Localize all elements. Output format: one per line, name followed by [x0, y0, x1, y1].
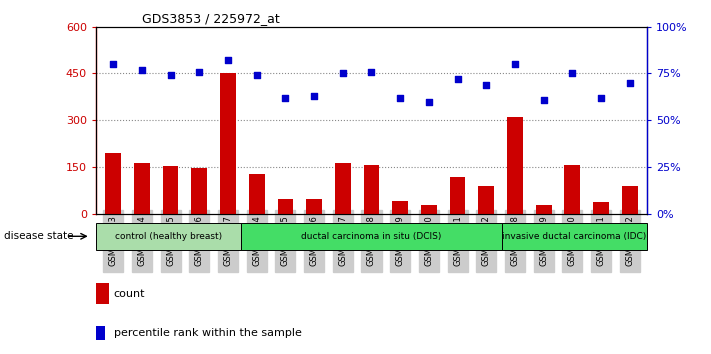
- Point: [624, 80, 636, 86]
- Bar: [363, 165, 380, 214]
- Text: invasive ductal carcinoma (IDC): invasive ductal carcinoma (IDC): [503, 232, 646, 241]
- Text: disease state: disease state: [4, 231, 73, 241]
- Point: [107, 61, 119, 67]
- Point: [452, 76, 464, 82]
- Point: [193, 69, 205, 74]
- Bar: [163, 166, 178, 214]
- Text: GDS3853 / 225972_at: GDS3853 / 225972_at: [142, 12, 280, 25]
- Bar: [220, 73, 236, 214]
- Bar: [502, 223, 647, 250]
- Point: [365, 69, 377, 74]
- Bar: [392, 201, 408, 214]
- Point: [251, 73, 262, 78]
- Bar: [306, 199, 322, 214]
- Bar: [241, 223, 502, 250]
- Point: [509, 61, 520, 67]
- Point: [595, 95, 606, 101]
- Point: [337, 70, 348, 76]
- Bar: [449, 177, 466, 214]
- Bar: [507, 117, 523, 214]
- Bar: [479, 186, 494, 214]
- Point: [481, 82, 492, 87]
- Point: [538, 97, 550, 103]
- Text: percentile rank within the sample: percentile rank within the sample: [114, 328, 301, 338]
- Bar: [105, 153, 121, 214]
- Point: [395, 95, 406, 101]
- Point: [223, 57, 234, 63]
- Bar: [191, 168, 207, 214]
- Bar: [536, 205, 552, 214]
- Point: [309, 93, 320, 99]
- Text: control (healthy breast): control (healthy breast): [115, 232, 222, 241]
- Bar: [96, 223, 241, 250]
- Point: [567, 70, 578, 76]
- Bar: [249, 174, 264, 214]
- Text: ductal carcinoma in situ (DCIS): ductal carcinoma in situ (DCIS): [301, 232, 442, 241]
- Text: count: count: [114, 289, 145, 299]
- Bar: [565, 165, 580, 214]
- Bar: [335, 162, 351, 214]
- Bar: [277, 199, 294, 214]
- Bar: [593, 202, 609, 214]
- Point: [279, 95, 291, 101]
- Point: [423, 99, 434, 104]
- Point: [137, 67, 148, 73]
- Point: [165, 73, 176, 78]
- Bar: [421, 205, 437, 214]
- Bar: [134, 162, 150, 214]
- Bar: [622, 186, 638, 214]
